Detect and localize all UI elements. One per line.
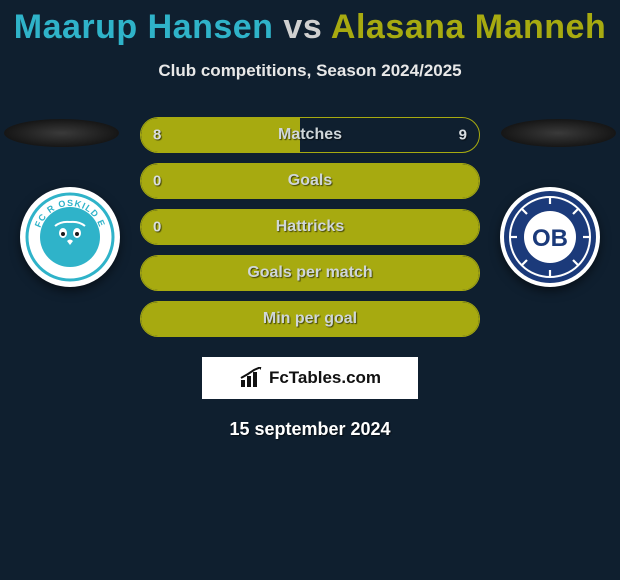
branding-text: FcTables.com — [269, 368, 381, 388]
vs-separator: vs — [283, 8, 322, 46]
stat-value-left: 0 — [153, 219, 161, 236]
svg-text:OB: OB — [532, 225, 568, 252]
branding-box: FcTables.com — [202, 357, 418, 399]
ob-logo-icon: OB — [503, 190, 597, 284]
stat-fill — [141, 118, 300, 152]
club-logo-left: FC R OSKILD E — [20, 187, 120, 287]
roskilde-logo-icon: FC R OSKILD E — [25, 192, 115, 282]
comparison-content: FC R OSKILD E — [0, 117, 620, 440]
stat-value-left: 0 — [153, 173, 161, 190]
comparison-title: Maarup Hansen vs Alasana Manneh — [0, 0, 620, 47]
date-label: 15 september 2024 — [0, 419, 620, 440]
club-logo-right: OB — [500, 187, 600, 287]
stat-value-left: 8 — [153, 127, 161, 144]
stat-pill: Goals per match — [140, 255, 480, 291]
player-1-shadow — [4, 119, 119, 147]
player-2-shadow — [501, 119, 616, 147]
stat-label: Goals per match — [247, 264, 372, 282]
subtitle: Club competitions, Season 2024/2025 — [0, 61, 620, 81]
stat-pill: 8 9 Matches — [140, 117, 480, 153]
stat-pill: 0 Goals — [140, 163, 480, 199]
player-2-name: Alasana Manneh — [331, 8, 606, 46]
stat-label: Hattricks — [276, 218, 344, 236]
chart-icon — [239, 367, 265, 389]
stat-label: Matches — [278, 126, 342, 144]
stat-label: Goals — [288, 172, 332, 190]
stat-value-right: 9 — [459, 127, 467, 144]
stat-pill: 0 Hattricks — [140, 209, 480, 245]
stats-pills: 8 9 Matches 0 Goals 0 Hattricks Goals per match… — [140, 117, 480, 337]
stat-label: Min per goal — [263, 310, 357, 328]
player-1-name: Maarup Hansen — [14, 8, 274, 46]
stat-pill: Min per goal — [140, 301, 480, 337]
